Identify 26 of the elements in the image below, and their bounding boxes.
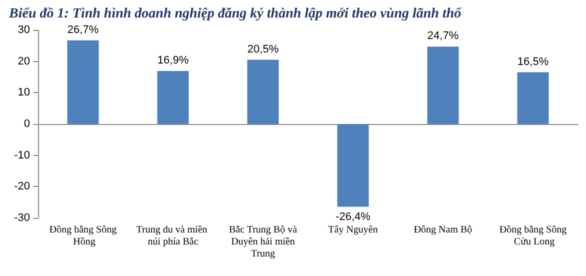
data-label: -26,4%	[336, 211, 371, 224]
x-tick-label: Đồng bằng Sông Cửu Long	[499, 224, 567, 248]
y-tick-label: -20	[14, 180, 30, 193]
data-label: 20,5%	[247, 43, 279, 56]
bar	[157, 71, 189, 124]
data-label: 16,5%	[517, 56, 549, 68]
data-label: 24,7%	[427, 30, 459, 42]
bar	[427, 46, 459, 124]
y-tick-label: -30	[14, 212, 30, 224]
y-tick-label: -10	[14, 149, 30, 162]
x-tick-label: Đông Nam Bộ	[414, 224, 472, 236]
x-tick-label: Đồng bằng Sông Hồng	[49, 224, 117, 248]
x-tick-label: Trung du và miền núi phía Bắc	[136, 224, 210, 248]
y-tick-label: 0	[24, 118, 30, 130]
bar	[517, 72, 549, 124]
bar	[337, 124, 369, 207]
x-tick-label: Tây Nguyên	[328, 224, 378, 236]
data-label: 26,7%	[67, 24, 99, 36]
bar	[67, 40, 99, 124]
bar	[247, 60, 279, 124]
x-tick-label: Bắc Trung Bộ và Duyên hải miền Trung	[228, 224, 298, 260]
data-label: 16,9%	[157, 54, 189, 67]
y-tick-label: 20	[18, 55, 30, 68]
y-tick-label: 10	[18, 86, 30, 99]
y-tick-label: 30	[18, 24, 30, 36]
chart-title: Biểu đồ 1: Tình hình doanh nghiệp đăng ký thành lập mới theo vùng lãnh thổ	[8, 6, 462, 22]
